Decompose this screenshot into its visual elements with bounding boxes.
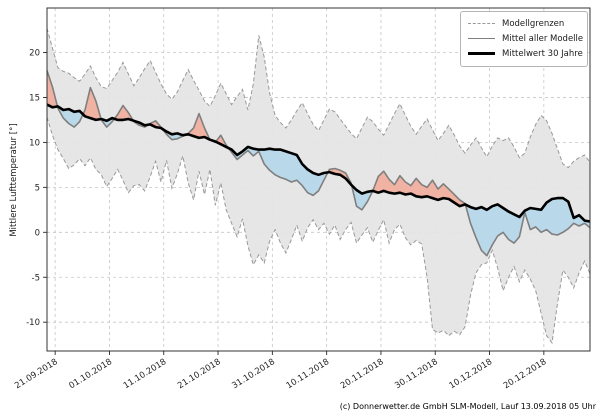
x-tick-label: 21.10.2018 [176, 357, 223, 391]
legend-label: Mittel aller Modelle [502, 33, 584, 44]
legend-item-modellgrenzen: Modellgrenzen [468, 16, 581, 31]
x-tick-label: 30.11.2018 [393, 357, 440, 391]
legend: Modellgrenzen Mittel aller Modelle Mitte… [460, 11, 588, 67]
cold-anomaly-fill [228, 146, 328, 196]
x-tick-label: 10.12.2018 [448, 357, 495, 391]
gray-line-icon [468, 38, 495, 39]
y-tick-label: 15 [29, 93, 40, 103]
copyright-footer: (c) Donnerwetter.de GmbH SLM-Modell, Lau… [339, 402, 596, 411]
black-line-icon [468, 52, 495, 55]
y-tick-label: 10 [29, 138, 40, 148]
mean-30y-line [46, 103, 591, 223]
warm-anomaly-fill [114, 105, 134, 121]
x-tick-label: 11.10.2018 [122, 357, 169, 391]
y-tick-label: 0 [35, 228, 40, 238]
x-tick-label: 20.11.2018 [339, 357, 386, 391]
plot-frame [46, 7, 591, 352]
y-tick-label: 5 [35, 183, 40, 193]
legend-item-mittel-aller-modelle: Mittel aller Modelle [468, 31, 584, 46]
upper-bound-line [46, 28, 591, 169]
x-tick-label: 01.10.2018 [67, 357, 114, 391]
legend-label: Modellgrenzen [502, 18, 565, 29]
y-tick-label: 20 [29, 49, 40, 59]
y-tick-label: -10 [26, 318, 40, 328]
legend-label: Mittelwert 30 Jahre [502, 48, 583, 59]
x-tick-label: 10.11.2018 [285, 357, 332, 391]
y-axis-label: Mittlere Lufttemperatur [°] [9, 123, 19, 237]
warm-anomaly-fill [185, 113, 210, 140]
lower-bound-line [46, 117, 591, 345]
x-tick-label: 31.10.2018 [230, 357, 277, 391]
dashed-line-icon [468, 23, 495, 24]
x-tick-label: 21.09.2018 [13, 357, 60, 391]
model-mean-line [46, 70, 591, 257]
legend-item-mittelwert-30-jahre: Mittelwert 30 Jahre [468, 46, 583, 61]
cold-anomaly-fill [465, 198, 590, 256]
x-tick-label: 20.12.2018 [502, 357, 549, 391]
y-tick-label: -5 [32, 273, 40, 283]
warm-anomaly-fill [83, 87, 102, 120]
